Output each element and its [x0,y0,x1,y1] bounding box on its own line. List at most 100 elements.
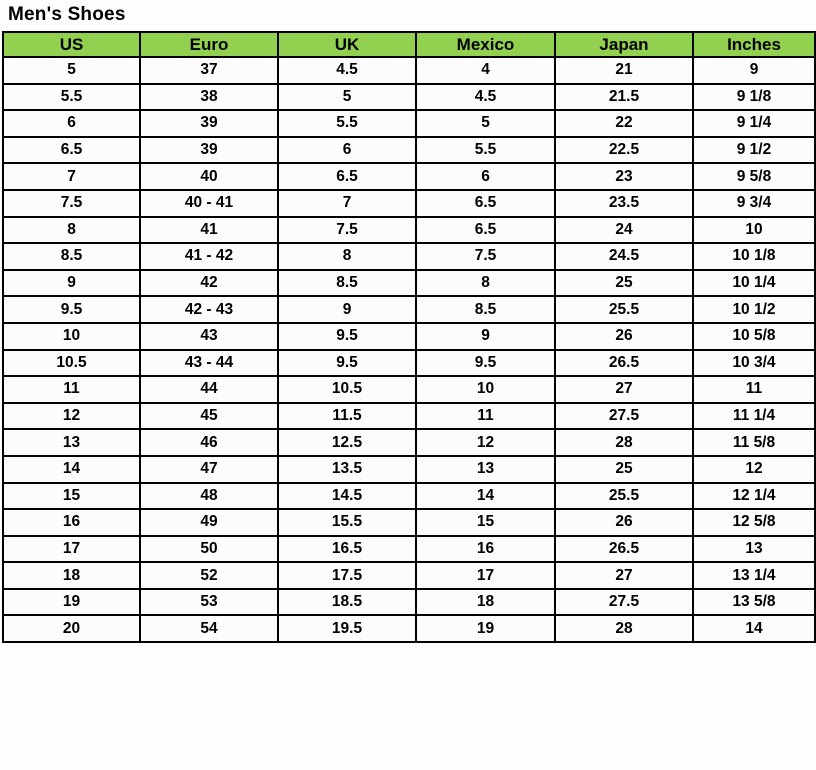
size-cell: 10 [2,321,141,351]
size-cell: 18.5 [277,587,417,617]
size-cell: 10 [692,215,816,245]
size-cell: 13 1/4 [692,561,816,590]
size-cell: 12 [692,454,816,484]
size-cell: 12.5 [277,428,417,457]
size-cell: 9.5 [415,348,556,378]
column-header-inches: Inches [692,31,816,58]
size-cell: 14 [2,454,141,484]
size-cell: 9.5 [2,295,141,324]
size-cell: 52 [139,561,279,590]
size-cell: 8.5 [415,295,556,324]
size-cell: 23.5 [554,188,694,218]
size-cell: 8 [2,215,141,245]
size-cell: 20 [2,614,141,644]
size-cell: 43 - 44 [139,348,279,378]
size-cell: 18 [2,561,141,590]
size-cell: 9 3/4 [692,188,816,218]
size-cell: 6.5 [277,162,417,191]
size-cell: 5 [2,56,141,85]
size-cell: 19.5 [277,614,417,644]
table-row: 8 41 7.5 6.5 24 10 [2,215,816,245]
size-cell: 42 - 43 [139,295,279,324]
size-cell: 53 [139,587,279,617]
size-cell: 12 5/8 [692,508,816,537]
table-row: 6.5 39 6 5.5 22.5 9 1/2 [2,135,816,165]
size-cell: 9 1/4 [692,109,816,138]
table-row: 7 40 6.5 6 23 9 5/8 [2,162,816,191]
table-body: 5 37 4.5 4 21 9 5.5 38 5 4.5 21.5 9 1/8 6 39 5.5 5 22 9 1… [2,56,816,644]
column-header-euro: Euro [139,31,279,58]
size-cell: 8.5 [277,268,417,298]
table-row: 5 37 4.5 4 21 9 [2,56,816,85]
size-cell: 24 [554,215,694,245]
size-cell: 23 [554,162,694,191]
size-cell: 25.5 [554,295,694,324]
size-cell: 12 1/4 [692,481,816,511]
size-cell: 5 [415,109,556,138]
size-cell: 7.5 [2,188,141,218]
size-cell: 12 [415,428,556,457]
size-cell: 16.5 [277,534,417,564]
size-cell: 24.5 [554,242,694,271]
size-cell: 13.5 [277,454,417,484]
table-row: 18 52 17.5 17 27 13 1/4 [2,561,816,590]
size-cell: 46 [139,428,279,457]
table-row: 5.5 38 5 4.5 21.5 9 1/8 [2,82,816,112]
size-cell: 11 1/4 [692,401,816,431]
table-row: 14 47 13.5 13 25 12 [2,454,816,484]
size-cell: 9 1/8 [692,82,816,112]
table-row: 9.5 42 - 43 9 8.5 25.5 10 1/2 [2,295,816,324]
size-cell: 9 5/8 [692,162,816,191]
size-cell: 5.5 [277,109,417,138]
size-cell: 15 [2,481,141,511]
size-cell: 19 [415,614,556,644]
size-cell: 5 [277,82,417,112]
size-cell: 13 [415,454,556,484]
size-cell: 15.5 [277,508,417,537]
size-cell: 25 [554,454,694,484]
table-row: 17 50 16.5 16 26.5 13 [2,534,816,564]
size-cell: 39 [139,109,279,138]
size-cell: 16 [2,508,141,537]
size-cell: 41 - 42 [139,242,279,271]
size-cell: 10.5 [2,348,141,378]
size-cell: 48 [139,481,279,511]
size-cell: 11 [2,375,141,404]
size-cell: 6 [277,135,417,165]
table-row: 12 45 11.5 11 27.5 11 1/4 [2,401,816,431]
table-row: 9 42 8.5 8 25 10 1/4 [2,268,816,298]
size-cell: 13 5/8 [692,587,816,617]
size-cell: 17.5 [277,561,417,590]
size-cell: 17 [2,534,141,564]
table-row: 6 39 5.5 5 22 9 1/4 [2,109,816,138]
size-cell: 17 [415,561,556,590]
size-cell: 26.5 [554,534,694,564]
size-cell: 11 [692,375,816,404]
size-cell: 14 [692,614,816,644]
size-cell: 12 [2,401,141,431]
table-row: 10 43 9.5 9 26 10 5/8 [2,321,816,351]
size-cell: 14 [415,481,556,511]
column-header-uk: UK [277,31,417,58]
size-cell: 13 [2,428,141,457]
size-cell: 6.5 [415,215,556,245]
size-cell: 6.5 [2,135,141,165]
size-cell: 11 5/8 [692,428,816,457]
size-cell: 14.5 [277,481,417,511]
size-cell: 10 5/8 [692,321,816,351]
size-cell: 18 [415,587,556,617]
size-cell: 27.5 [554,587,694,617]
size-cell: 22 [554,109,694,138]
table-row: 16 49 15.5 15 26 12 5/8 [2,508,816,537]
size-cell: 9.5 [277,348,417,378]
table-row: 13 46 12.5 12 28 11 5/8 [2,428,816,457]
size-cell: 9.5 [277,321,417,351]
size-cell: 26.5 [554,348,694,378]
size-cell: 8 [277,242,417,271]
column-header-us: US [2,31,141,58]
size-cell: 4.5 [277,56,417,85]
table-row: 10.5 43 - 44 9.5 9.5 26.5 10 3/4 [2,348,816,378]
size-cell: 7.5 [415,242,556,271]
size-cell: 26 [554,321,694,351]
